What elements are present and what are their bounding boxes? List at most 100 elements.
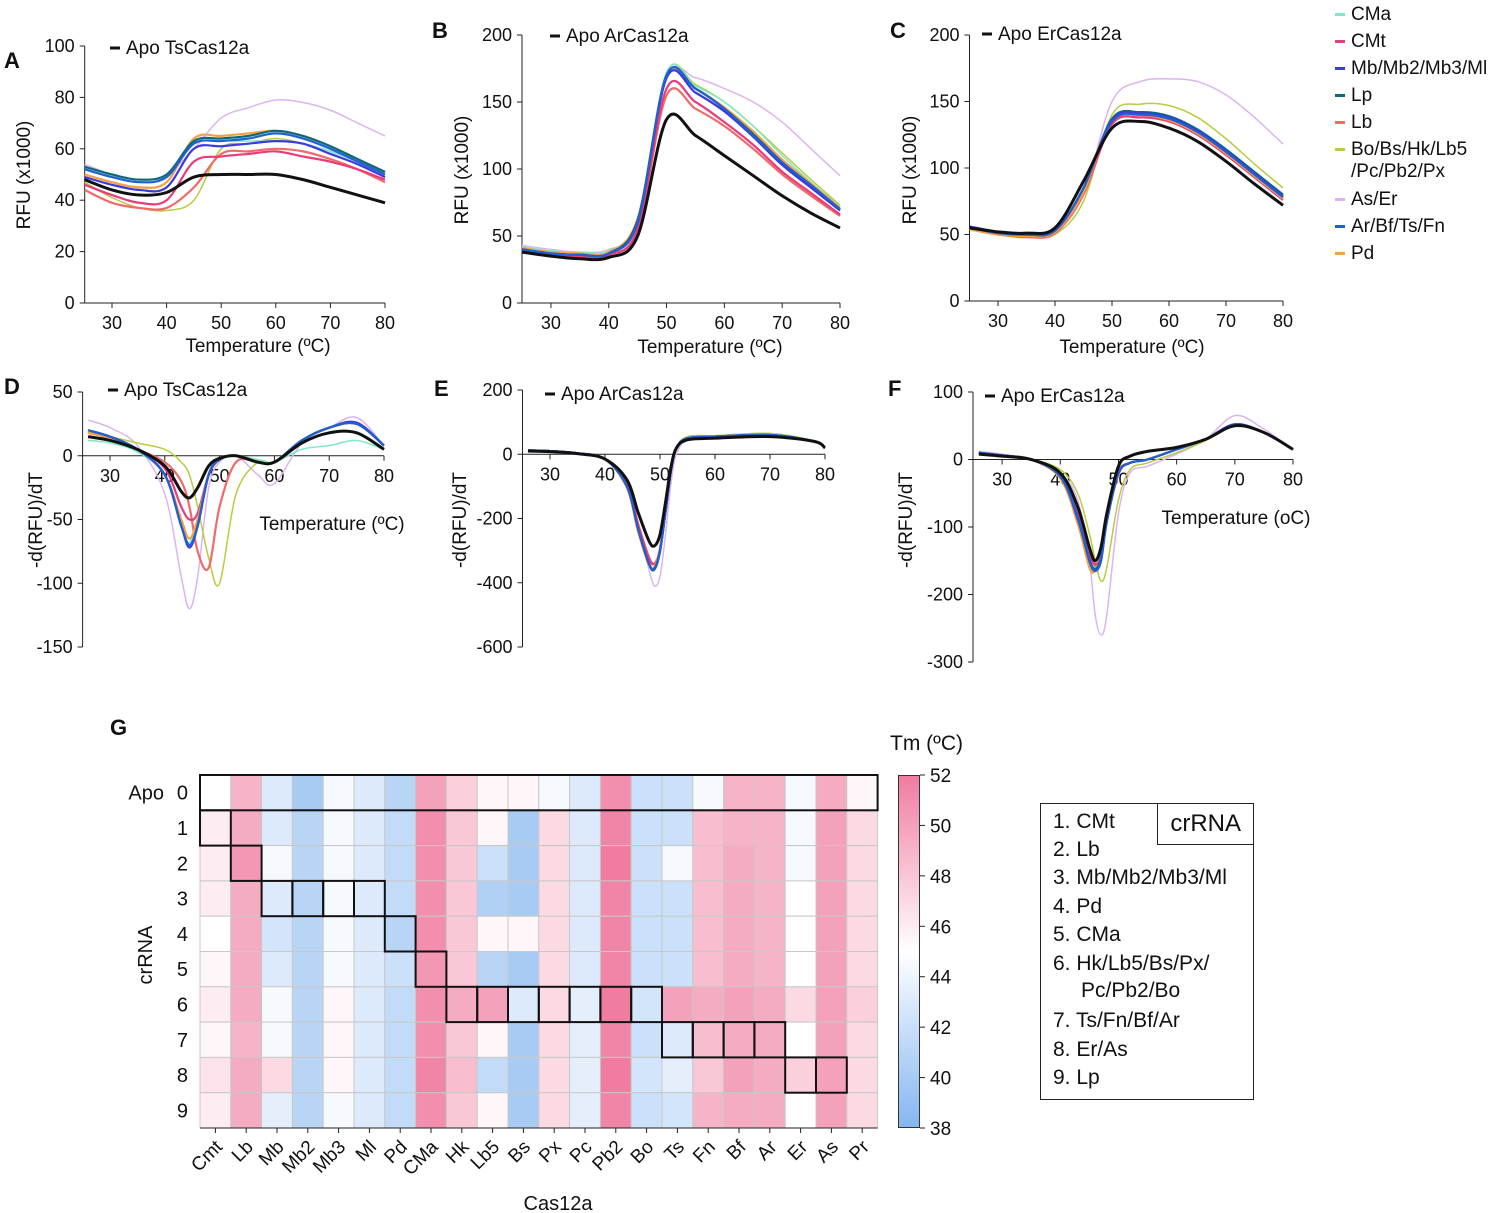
heatmap-cell bbox=[322, 915, 355, 953]
heatmap-cell bbox=[723, 809, 755, 847]
legend-label: Ar/Bf/Ts/Fn bbox=[1351, 216, 1445, 237]
heatmap-cell bbox=[353, 951, 386, 988]
heatmap-cell bbox=[630, 1056, 663, 1094]
heatmap-cell bbox=[230, 915, 263, 953]
heatmap-cell bbox=[230, 1056, 263, 1094]
heatmap-cell bbox=[507, 986, 540, 1023]
highlighted-cell bbox=[383, 915, 417, 953]
heatmap-cell bbox=[661, 915, 694, 953]
heatmap-cell bbox=[692, 1092, 725, 1129]
heatmap-cell bbox=[569, 1056, 601, 1094]
panel-e: E Apo ArCas12a -600 -400 -200 0 200 30 40 50 60 70 8… bbox=[434, 376, 835, 657]
heatmap-cell bbox=[230, 845, 263, 882]
legend-item: Ar/Bf/Ts/Fn bbox=[1335, 216, 1445, 238]
heatmap-cell bbox=[784, 1021, 817, 1058]
heatmap-cell bbox=[815, 774, 848, 811]
legend-item: Bo/Bs/Hk/Lb5/Pc/Pb2/Px bbox=[1335, 139, 1467, 183]
x-tick-label: 30 bbox=[992, 470, 1012, 490]
heatmap-cell bbox=[230, 880, 263, 917]
panel-c: C Apo ErCas12a 0 50 100 150 200 30 40 50 60 70 80 Tem… bbox=[890, 18, 1293, 358]
heatmap-cell bbox=[753, 1092, 786, 1129]
heatmap-cell bbox=[384, 1092, 417, 1129]
panel-letter: E bbox=[434, 376, 449, 401]
heatmap-cell bbox=[353, 1056, 386, 1094]
heatmap-cell bbox=[353, 774, 386, 811]
heatmap-cell bbox=[599, 809, 632, 847]
y-tick-label: 200 bbox=[482, 380, 512, 400]
heatmap-cell bbox=[353, 880, 386, 917]
legend-swatch bbox=[1335, 148, 1345, 152]
x-tick-label: 60 bbox=[266, 313, 286, 333]
heatmap-cell bbox=[476, 1056, 509, 1094]
row-label: 9 bbox=[177, 1100, 188, 1122]
heatmap-cell bbox=[815, 880, 848, 917]
heatmap-cell bbox=[230, 809, 263, 847]
column-label: Mb2 bbox=[278, 1137, 319, 1178]
heatmap-cell bbox=[753, 951, 786, 988]
series-line-mb bbox=[84, 139, 386, 193]
heatmap-cell bbox=[507, 1092, 540, 1129]
crrna-legend-item: 7. Ts/Fn/Bf/Ar bbox=[1053, 1009, 1180, 1032]
series-line-apo bbox=[978, 424, 1294, 563]
heatmap-cell bbox=[445, 809, 478, 847]
heatmap-cell bbox=[599, 1056, 632, 1094]
heatmap-cell bbox=[415, 809, 447, 847]
series-line-apo bbox=[84, 172, 386, 205]
legend-label: Lp bbox=[1351, 85, 1373, 106]
y-tick-label: -100 bbox=[37, 573, 73, 593]
heatmap-cell bbox=[291, 809, 324, 847]
heatmap-cell bbox=[353, 845, 386, 882]
y-tick-label: -50 bbox=[47, 510, 73, 530]
heatmap-cell bbox=[384, 1056, 417, 1094]
heatmap-cell bbox=[199, 1021, 232, 1058]
legend-label: As/Er bbox=[1351, 189, 1398, 210]
heatmap-cell bbox=[569, 951, 601, 988]
column-label: Px bbox=[535, 1136, 566, 1167]
x-tick-label: 70 bbox=[772, 313, 792, 333]
heatmap-cell bbox=[291, 1021, 324, 1058]
panel-letter: D bbox=[4, 374, 20, 399]
y-axis-label: -d(RFU)/dT bbox=[450, 472, 471, 568]
column-label: CMa bbox=[399, 1136, 443, 1180]
x-tick-label: 80 bbox=[1283, 470, 1303, 490]
heatmap-cell bbox=[692, 986, 725, 1023]
heatmap-cell bbox=[445, 1021, 478, 1058]
y-tick-label: 0 bbox=[65, 293, 75, 313]
heatmap-cell bbox=[230, 774, 263, 811]
legend-label: Pd bbox=[1351, 243, 1375, 264]
series-line-apo bbox=[527, 434, 826, 548]
series-line-cmt bbox=[969, 115, 1284, 238]
heatmap-cell bbox=[661, 845, 694, 882]
column-label: Bf bbox=[723, 1136, 751, 1164]
heatmap-cell bbox=[322, 880, 355, 917]
heatmap-cell bbox=[445, 986, 478, 1023]
x-tick-label: 80 bbox=[830, 313, 850, 333]
heatmap-cell bbox=[846, 1092, 879, 1129]
y-tick-label: -400 bbox=[476, 573, 512, 593]
heatmap-cell bbox=[291, 845, 324, 882]
x-tick-label: 80 bbox=[375, 313, 395, 333]
heatmap-cell bbox=[322, 774, 355, 811]
panel-a: A Apo TsCas12a 0 20 40 60 80 100 30 40 50 60 70 80 Tem… bbox=[4, 36, 395, 357]
row-label: 8 bbox=[177, 1065, 188, 1087]
heatmap-cell bbox=[815, 809, 848, 847]
y-tick-label: 100 bbox=[929, 158, 959, 178]
highlighted-cell bbox=[414, 950, 448, 988]
heatmap-cell bbox=[507, 1056, 540, 1094]
heatmap-cell bbox=[538, 774, 571, 811]
heatmap-cell bbox=[415, 774, 447, 811]
heatmap-cell bbox=[599, 1092, 632, 1129]
legend-item: Pd bbox=[1335, 243, 1374, 265]
heatmap-cell bbox=[476, 1021, 509, 1058]
heatmap-cell bbox=[569, 809, 601, 847]
row-label: 5 bbox=[177, 959, 188, 981]
heatmap-cell bbox=[692, 880, 725, 917]
heatmap-cell bbox=[630, 809, 663, 847]
heatmap-cell bbox=[630, 845, 663, 882]
heatmap-cell bbox=[507, 915, 540, 953]
series-line-mb bbox=[969, 111, 1284, 237]
heatmap-cell bbox=[353, 1092, 386, 1129]
y-tick-label: 40 bbox=[55, 190, 75, 210]
x-tick-label: 30 bbox=[541, 313, 561, 333]
heatmap-cell bbox=[476, 915, 509, 953]
